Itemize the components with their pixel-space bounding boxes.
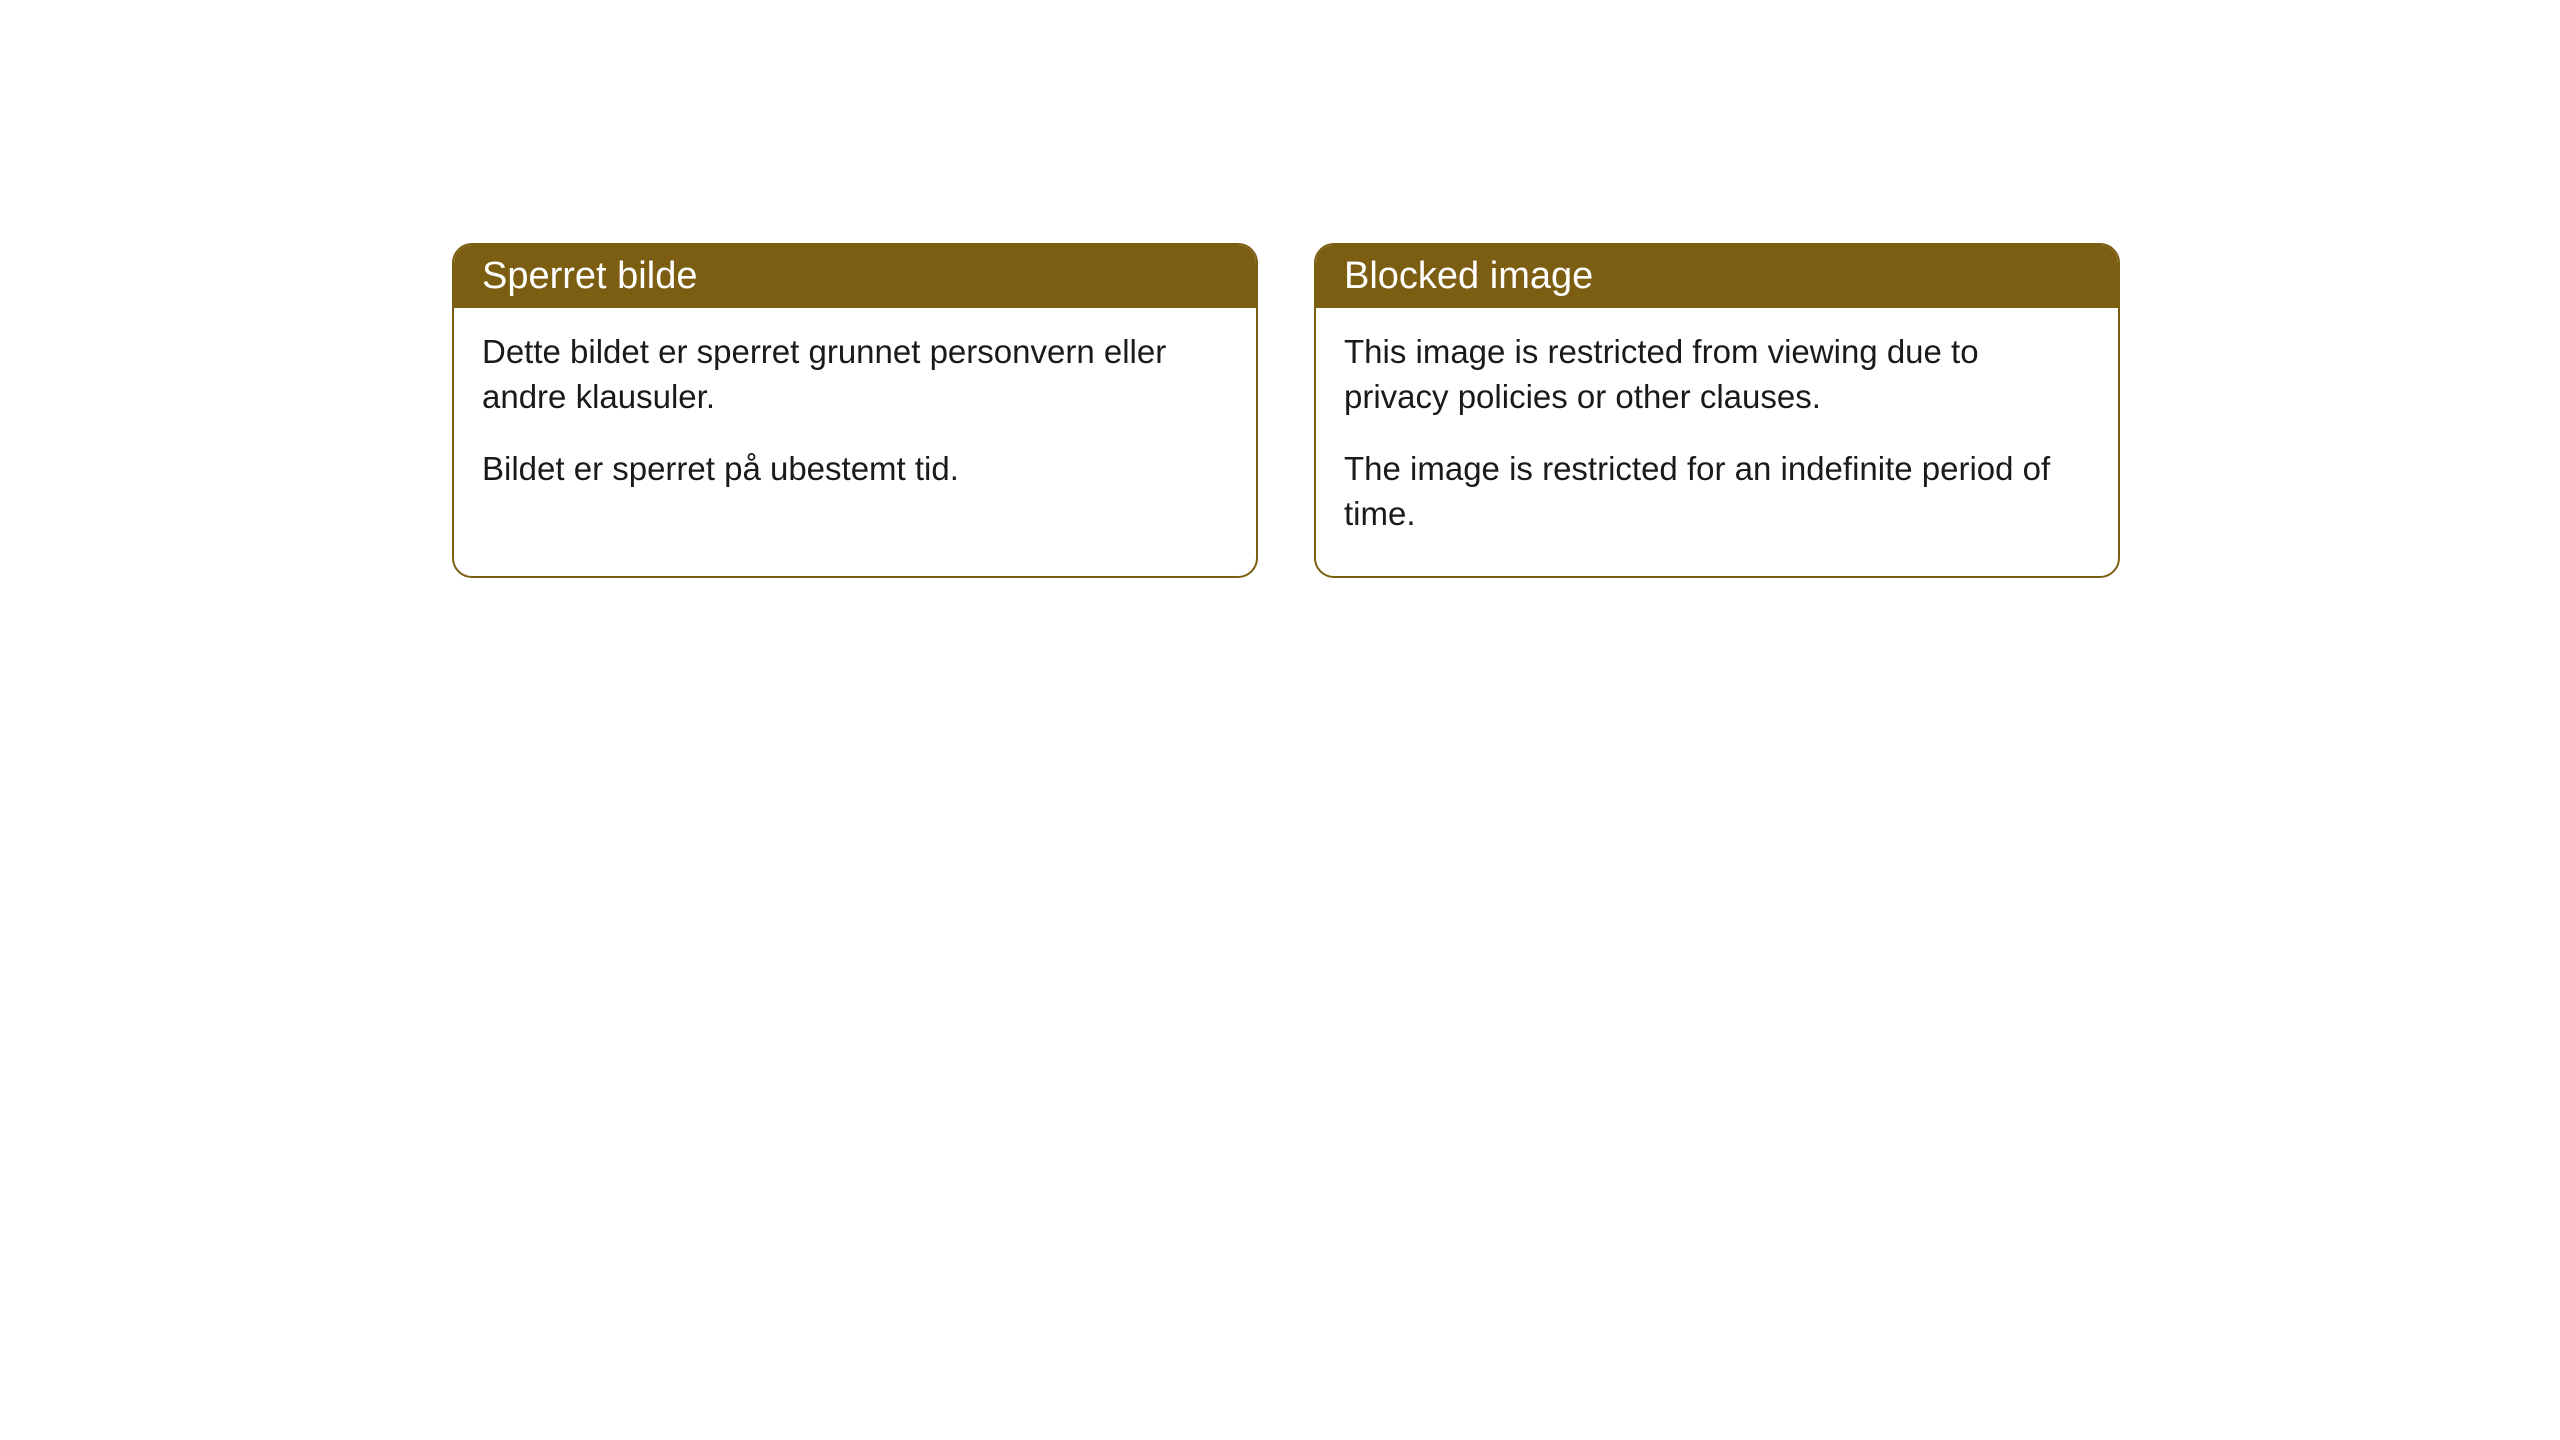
notice-card-english: Blocked image This image is restricted f… [1314,243,2120,578]
card-body-norwegian: Dette bildet er sperret grunnet personve… [454,308,1256,532]
card-title-english: Blocked image [1344,255,1593,297]
card-header-norwegian: Sperret bilde [454,245,1256,308]
card-title-norwegian: Sperret bilde [482,255,697,297]
card-header-english: Blocked image [1316,245,2118,308]
notice-cards-container: Sperret bilde Dette bildet er sperret gr… [452,243,2120,578]
card-paragraph-english-2: The image is restricted for an indefinit… [1344,447,2090,536]
card-body-english: This image is restricted from viewing du… [1316,308,2118,576]
card-paragraph-english-1: This image is restricted from viewing du… [1344,330,2090,419]
card-paragraph-norwegian-1: Dette bildet er sperret grunnet personve… [482,330,1228,419]
card-paragraph-norwegian-2: Bildet er sperret på ubestemt tid. [482,447,1228,492]
notice-card-norwegian: Sperret bilde Dette bildet er sperret gr… [452,243,1258,578]
